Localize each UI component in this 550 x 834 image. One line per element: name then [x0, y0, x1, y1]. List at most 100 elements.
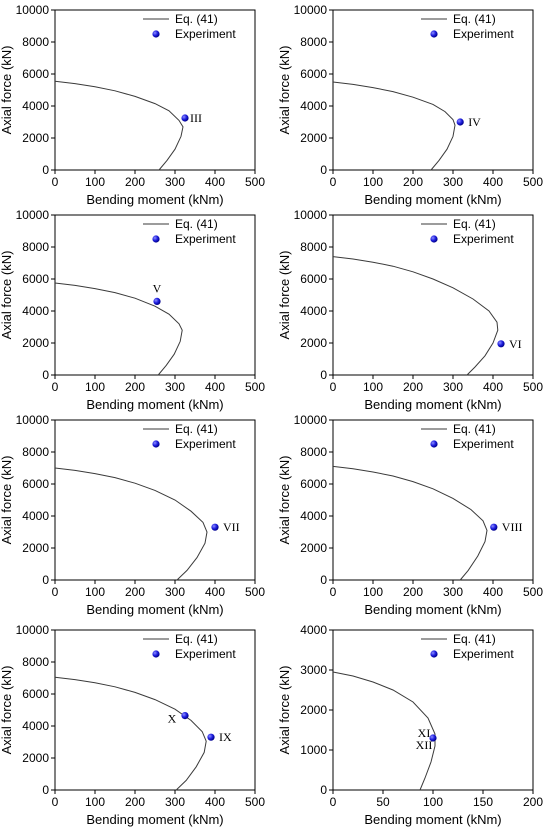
- legend-label: Eq. (41): [453, 422, 496, 436]
- x-tick-label: 0: [52, 175, 59, 189]
- y-tick-label: 10000: [294, 413, 328, 427]
- interaction-curve: [54, 80, 184, 171]
- y-axis-label: Axial force (kN): [0, 456, 14, 545]
- legend-marker-swatch: [430, 650, 438, 658]
- y-tick-label: 2000: [300, 131, 327, 145]
- y-tick-label: 8000: [22, 445, 49, 459]
- legend: Eq. (41)Experiment: [143, 422, 236, 451]
- y-tick-label: 8000: [300, 240, 327, 254]
- legend-marker-swatch: [430, 440, 438, 448]
- chart-panel-5: 0 100 200 300 400 500 0 2000 4000 6000 8000 10000 Be…: [0, 413, 265, 617]
- y-tick-label: 1000: [300, 743, 327, 757]
- legend: Eq. (41)Experiment: [143, 217, 236, 246]
- x-tick-label: 300: [165, 795, 185, 809]
- chart-panel-2: 0 100 200 300 400 500 0 2000 4000 6000 8000 10000 Be…: [277, 3, 543, 207]
- y-tick-label: 0: [42, 163, 49, 177]
- x-axis-label: Bending moment (kNm): [86, 192, 223, 207]
- x-tick-label: 300: [165, 585, 185, 599]
- y-tick-label: 10000: [16, 3, 50, 17]
- plot-frame: [54, 9, 256, 171]
- legend: Eq. (41)Experiment: [143, 632, 236, 661]
- x-axis-label: Bending moment (kNm): [364, 397, 501, 412]
- y-tick-label: 4000: [300, 99, 327, 113]
- chart-panel-4: 0 100 200 300 400 500 0 2000 4000 6000 8000 10000 Be…: [277, 208, 543, 412]
- x-tick-label: 300: [165, 175, 185, 189]
- x-tick-label: 500: [523, 175, 543, 189]
- y-tick-label: 10000: [16, 208, 50, 222]
- y-axis-label: Axial force (kN): [0, 46, 14, 135]
- y-tick-label: 8000: [300, 445, 327, 459]
- interaction-curve: [332, 465, 488, 581]
- legend-label: Eq. (41): [175, 12, 218, 26]
- x-tick-label: 300: [443, 585, 463, 599]
- y-tick-label: 0: [320, 368, 327, 382]
- x-tick-label: 100: [363, 175, 383, 189]
- y-tick-label: 8000: [22, 35, 49, 49]
- x-tick-label: 200: [125, 585, 145, 599]
- legend: Eq. (41)Experiment: [421, 12, 514, 41]
- y-tick-label: 6000: [300, 67, 327, 81]
- experiment-point: [490, 523, 498, 531]
- x-tick-label: 100: [363, 380, 383, 394]
- y-tick-label: 0: [42, 368, 49, 382]
- x-tick-label: 500: [245, 175, 265, 189]
- y-tick-label: 10000: [16, 623, 50, 637]
- y-tick-label: 2000: [300, 541, 327, 555]
- plot-frame: [54, 214, 256, 376]
- y-tick-label: 8000: [22, 655, 49, 669]
- legend-label: Experiment: [175, 647, 236, 661]
- legend-label: Eq. (41): [453, 217, 496, 231]
- point-label: VI: [509, 337, 522, 351]
- point-label: IV: [468, 115, 481, 129]
- x-tick-label: 150: [473, 795, 493, 809]
- chart-panel-6: 0 100 200 300 400 500 0 2000 4000 6000 8000 10000 Be…: [277, 413, 543, 617]
- experiment-point: [207, 733, 215, 741]
- x-tick-label: 500: [245, 585, 265, 599]
- experiment-point: [429, 734, 437, 742]
- x-tick-label: 400: [205, 175, 225, 189]
- y-tick-label: 4000: [300, 509, 327, 523]
- y-tick-label: 0: [320, 163, 327, 177]
- plot-frame: [332, 214, 534, 376]
- y-tick-label: 0: [320, 573, 327, 587]
- point-label: VIII: [502, 520, 523, 534]
- x-tick-label: 100: [85, 795, 105, 809]
- y-axis-label: Axial force (kN): [0, 251, 14, 340]
- y-tick-label: 8000: [300, 35, 327, 49]
- plot-frame: [54, 629, 256, 791]
- x-tick-label: 500: [523, 380, 543, 394]
- y-tick-label: 4000: [300, 623, 327, 637]
- point-label: III: [190, 111, 202, 125]
- legend: Eq. (41)Experiment: [421, 632, 514, 661]
- interaction-curve: [54, 282, 183, 376]
- y-tick-label: 6000: [22, 687, 49, 701]
- y-tick-label: 4000: [22, 304, 49, 318]
- y-tick-label: 4000: [22, 509, 49, 523]
- chart-panel-1: 0 100 200 300 400 500 0 2000 4000 6000 8000 10000 Be…: [0, 3, 265, 207]
- x-tick-label: 0: [330, 380, 337, 394]
- legend-marker-swatch: [430, 30, 438, 38]
- legend-marker-swatch: [152, 440, 160, 448]
- y-tick-label: 2000: [22, 541, 49, 555]
- point-label: XII: [416, 738, 433, 752]
- interaction-curve: [332, 671, 436, 791]
- x-axis-label: Bending moment (kNm): [86, 397, 223, 412]
- x-axis-label: Bending moment (kNm): [364, 812, 501, 827]
- x-tick-label: 400: [205, 795, 225, 809]
- x-tick-label: 0: [52, 585, 59, 599]
- plot-frame: [54, 419, 256, 581]
- legend-label: Eq. (41): [175, 217, 218, 231]
- legend-label: Eq. (41): [175, 422, 218, 436]
- legend-marker-swatch: [430, 235, 438, 243]
- x-tick-label: 0: [330, 175, 337, 189]
- x-tick-label: 100: [85, 175, 105, 189]
- plot-frame: [332, 419, 534, 581]
- legend-label: Experiment: [175, 27, 236, 41]
- x-tick-label: 400: [483, 175, 503, 189]
- x-tick-label: 400: [205, 380, 225, 394]
- x-tick-label: 500: [245, 795, 265, 809]
- x-tick-label: 500: [523, 585, 543, 599]
- x-tick-label: 200: [403, 175, 423, 189]
- y-tick-label: 10000: [294, 208, 328, 222]
